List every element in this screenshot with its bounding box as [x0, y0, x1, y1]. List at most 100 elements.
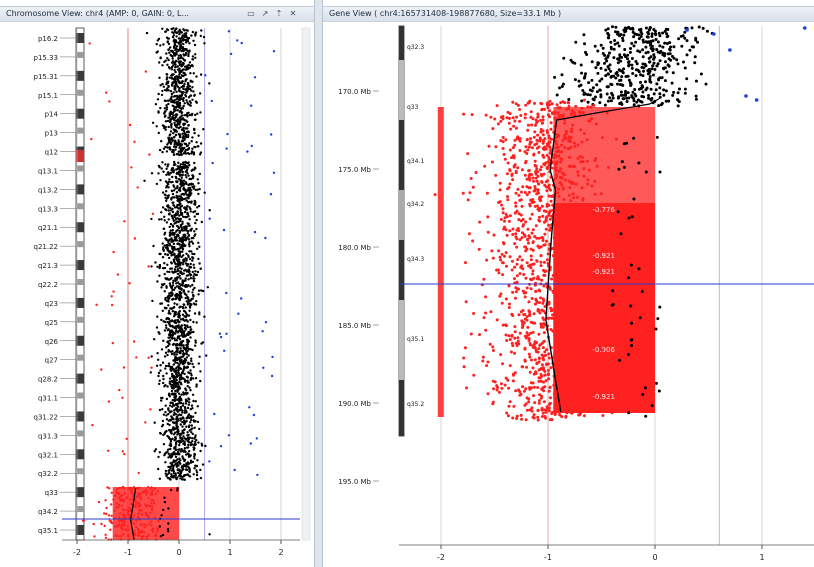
probe-point — [192, 377, 195, 380]
probe-point — [170, 267, 173, 270]
probe-point — [115, 506, 118, 509]
probe-point — [179, 292, 182, 295]
probe-point — [191, 460, 195, 464]
probe-point — [616, 31, 620, 35]
probe-point — [183, 82, 186, 86]
probe-point — [138, 509, 141, 512]
probe-point — [500, 203, 504, 207]
probe-point — [180, 267, 183, 270]
probe-point — [191, 432, 194, 436]
probe-point — [178, 338, 182, 341]
probe-point — [162, 43, 165, 46]
probe-point — [580, 331, 584, 335]
probe-point — [188, 100, 192, 103]
probe-point — [182, 368, 185, 371]
probe-point — [498, 181, 502, 185]
close-icon[interactable]: ✕ — [289, 9, 297, 18]
probe-point — [166, 422, 169, 426]
probe-point — [182, 353, 185, 356]
chromosome-plot[interactable]: p16.2p15.33p15.31p15.1p14p13q12q13.1q13.… — [0, 0, 314, 567]
probe-point — [177, 414, 180, 417]
probe-point — [173, 339, 177, 342]
probe-point — [566, 147, 570, 150]
probe-point — [508, 168, 512, 172]
probe-point — [178, 199, 181, 203]
restore-icon[interactable]: ▭ — [247, 9, 255, 18]
probe-point — [178, 298, 181, 301]
probe-point — [629, 84, 633, 87]
probe-point — [578, 341, 582, 345]
probe-point — [535, 167, 539, 171]
band-label: q32.1 — [38, 451, 58, 459]
probe-point — [186, 237, 189, 240]
probe-point — [658, 86, 662, 90]
probe-point — [181, 465, 185, 469]
probe-point — [572, 369, 576, 373]
probe-point — [166, 476, 170, 480]
probe-point — [577, 296, 581, 300]
probe-point — [177, 259, 180, 262]
probe-point — [501, 140, 505, 144]
probe-point — [565, 377, 569, 381]
probe-point — [183, 292, 187, 296]
probe-point — [536, 418, 540, 422]
probe-point — [150, 493, 153, 497]
probe-point — [631, 90, 635, 94]
probe-point — [163, 231, 167, 234]
probe-point — [514, 290, 518, 294]
panel-splitter[interactable] — [314, 0, 322, 567]
probe-point — [194, 440, 197, 444]
probe-point — [593, 44, 597, 48]
probe-point — [179, 109, 182, 113]
probe-point — [547, 223, 551, 227]
probe-point — [542, 243, 546, 247]
probe-point — [188, 191, 191, 194]
probe-point — [578, 308, 582, 312]
probe-point — [508, 116, 511, 120]
probe-point — [213, 412, 216, 416]
probe-point — [672, 45, 676, 49]
probe-point — [188, 455, 192, 458]
probe-point — [519, 413, 523, 417]
probe-point — [504, 323, 508, 327]
probe-point — [194, 113, 197, 117]
pin-icon[interactable]: ⇡ — [275, 9, 283, 18]
probe-point — [181, 404, 185, 407]
probe-point — [184, 387, 187, 390]
probe-point — [632, 136, 636, 140]
probe-point — [543, 305, 547, 308]
probe-point — [644, 170, 648, 174]
probe-point — [622, 165, 626, 169]
probe-point — [173, 351, 176, 355]
probe-point — [173, 162, 176, 166]
probe-point — [534, 169, 538, 173]
probe-point — [88, 42, 91, 45]
probe-point — [545, 348, 549, 352]
probe-point — [187, 243, 191, 246]
gain-point — [803, 26, 807, 30]
probe-point — [173, 99, 176, 102]
probe-point — [199, 73, 203, 76]
probe-point — [576, 170, 580, 174]
probe-point — [198, 153, 202, 156]
probe-point — [528, 343, 532, 347]
probe-point — [183, 406, 187, 409]
probe-point — [618, 55, 622, 59]
probe-point — [123, 492, 127, 495]
probe-point — [183, 227, 187, 230]
probe-point — [556, 316, 560, 320]
probe-point — [170, 385, 173, 388]
expand-icon[interactable]: ↗ — [261, 9, 269, 18]
probe-point — [186, 452, 190, 455]
probe-point — [167, 304, 170, 307]
probe-point — [577, 387, 581, 391]
probe-point — [617, 167, 621, 171]
probe-point — [486, 230, 490, 234]
probe-point — [187, 465, 190, 468]
probe-point — [555, 267, 559, 271]
probe-point — [559, 368, 563, 372]
probe-point — [557, 364, 561, 368]
probe-point — [158, 148, 162, 152]
probe-point — [537, 401, 541, 405]
